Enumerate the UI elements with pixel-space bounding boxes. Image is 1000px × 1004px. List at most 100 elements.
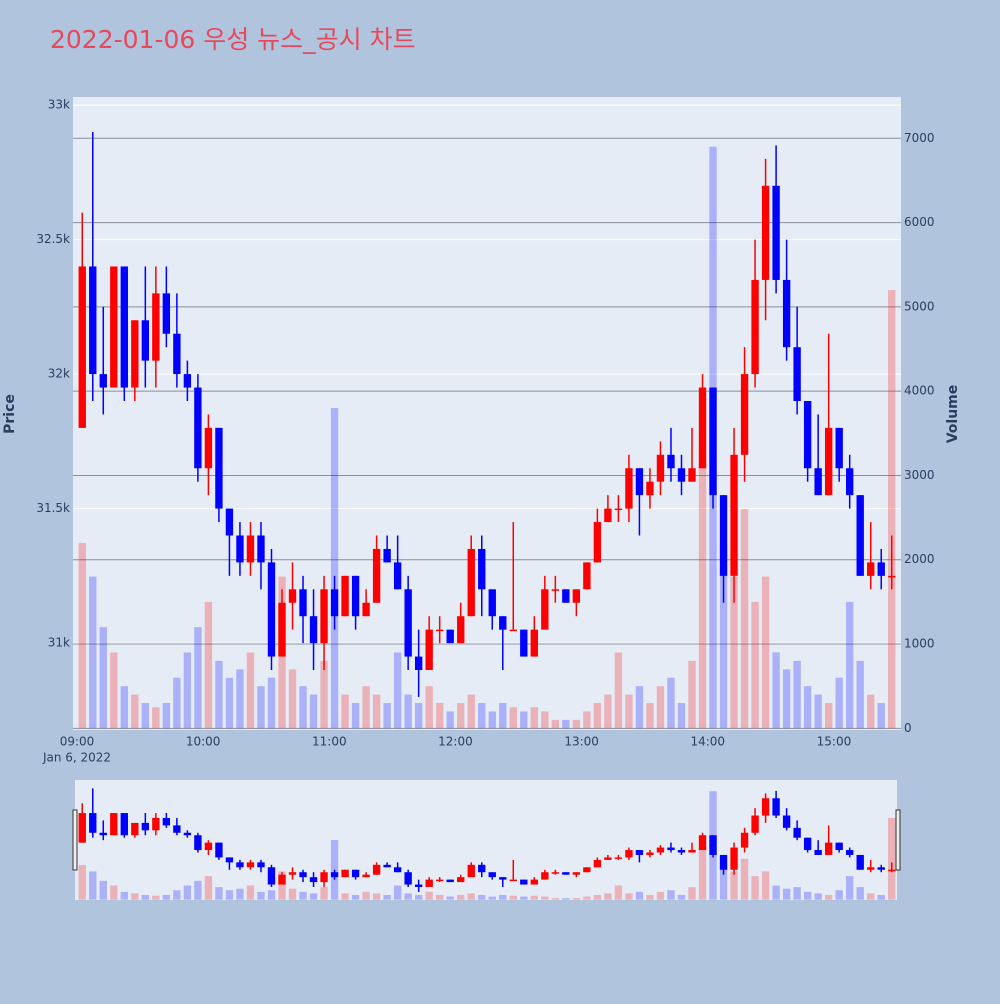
candle-volume-bar [288, 669, 297, 729]
candle-body [614, 508, 623, 511]
candle-volume-bar [583, 711, 591, 729]
slider-candle-body [772, 798, 780, 816]
candle-volume-bar [309, 694, 318, 729]
candle-volume-bar [173, 677, 181, 729]
candle-volume-bar [499, 703, 507, 729]
candle-body [236, 535, 244, 563]
slider-handle[interactable] [895, 809, 901, 871]
y-tick-label: 32.5k [36, 232, 70, 246]
slider-candle-volume-bar [593, 894, 602, 900]
candle-body [604, 508, 612, 523]
candle-body [309, 616, 318, 644]
candle-volume-bar [404, 694, 412, 729]
slider-candle-volume-bar [583, 896, 591, 900]
candle-volume-bar [162, 703, 171, 729]
y-tick-label: 31k [48, 636, 70, 650]
slider-candle-volume-bar [698, 847, 707, 900]
y2-tick-label: 3000 [904, 468, 935, 482]
slider-candle-volume-bar [793, 887, 801, 900]
candle-body [551, 589, 560, 591]
candle-volume-bar [719, 542, 728, 729]
y2-tick-label: 7000 [904, 131, 935, 145]
y2-tick-label: 5000 [904, 299, 935, 313]
slider-candle-body [246, 862, 255, 868]
candle-volume-bar [436, 703, 444, 729]
slider-candle-body [740, 832, 749, 848]
slider-candle-body [677, 850, 686, 853]
candle-volume-bar [635, 686, 644, 729]
slider-candle-volume-bar [751, 876, 759, 900]
candle-volume-bar [257, 686, 265, 729]
slider-candle-volume-bar [677, 894, 686, 900]
slider-candle-volume-bar [225, 890, 234, 900]
candle-body [152, 293, 160, 361]
slider-candle-body [751, 815, 759, 833]
candle-body [267, 562, 276, 657]
candle-body [330, 589, 339, 617]
range-slider[interactable] [75, 780, 897, 900]
candle-body [246, 535, 255, 563]
slider-candle-volume-bar [299, 891, 307, 900]
slider-candle-body [320, 872, 328, 883]
candle-volume-bar [572, 719, 581, 729]
candle-volume-bar [183, 652, 192, 729]
candle-body [562, 589, 570, 603]
candle-body [89, 266, 97, 375]
candle-volume-bar [362, 686, 370, 729]
candle-volume-bar [110, 652, 118, 729]
candle-body [499, 616, 507, 630]
slider-candle-volume-bar [89, 871, 97, 900]
slider-candle-body [541, 872, 549, 880]
slider-candle-body [488, 872, 496, 878]
slider-candle-body [457, 877, 465, 883]
candle-body [856, 495, 864, 576]
slider-candle-volume-bar [173, 890, 181, 900]
candle-body [215, 427, 223, 509]
candle-volume-bar [846, 601, 854, 729]
slider-candle-body [551, 872, 560, 874]
candle-volume-bar [414, 703, 423, 729]
y2-tick-label: 6000 [904, 215, 935, 229]
slider-candle-body [688, 850, 696, 853]
candle-volume-bar [457, 703, 465, 729]
slider-candle-body [572, 872, 581, 875]
slider-candle-volume-bar [457, 894, 465, 900]
slider-candle-body [351, 869, 360, 878]
slider-candle-body [120, 813, 128, 836]
candle-body [740, 374, 749, 455]
candle-body [835, 427, 843, 469]
slider-candle-body [625, 850, 633, 858]
slider-candle-volume-bar [131, 893, 139, 900]
y2-tick-label: 1000 [904, 637, 935, 651]
candle-body [341, 575, 349, 617]
y-tick-label: 33k [48, 98, 70, 112]
slider-candle-volume-bar [509, 895, 517, 900]
slider-candle-volume-bar [814, 893, 822, 900]
slider-candle-body [888, 869, 896, 872]
candle-body [846, 468, 854, 496]
candle-volume-bar [488, 711, 496, 729]
slider-handle[interactable] [72, 809, 78, 871]
slider-candle-volume-bar [782, 888, 791, 900]
slider-candle-volume-bar [383, 894, 391, 900]
candle-body [824, 427, 833, 496]
candle-volume-bar [656, 686, 665, 729]
candle-body [782, 279, 791, 348]
slider-candle-volume-bar [499, 894, 507, 900]
y-tick-label: 32k [48, 367, 70, 381]
slider-candle-body [520, 879, 528, 885]
candle-volume-bar [446, 711, 454, 729]
slider-candle-volume-bar [120, 891, 128, 900]
candle-volume-bar [541, 711, 549, 729]
candle-volume-bar [761, 576, 770, 729]
candle-body [183, 374, 192, 388]
slider-candle-body [288, 872, 297, 875]
slider-candle-volume-bar [562, 898, 570, 900]
chart-title: 2022-01-06 우성 뉴스_공시 차트 [50, 25, 416, 54]
slider-candle-volume-bar [215, 887, 223, 900]
candle-volume-bar [803, 686, 812, 729]
candle-volume-bar [78, 542, 86, 729]
candle-volume-bar [393, 652, 402, 729]
candle-volume-bar [856, 660, 864, 729]
